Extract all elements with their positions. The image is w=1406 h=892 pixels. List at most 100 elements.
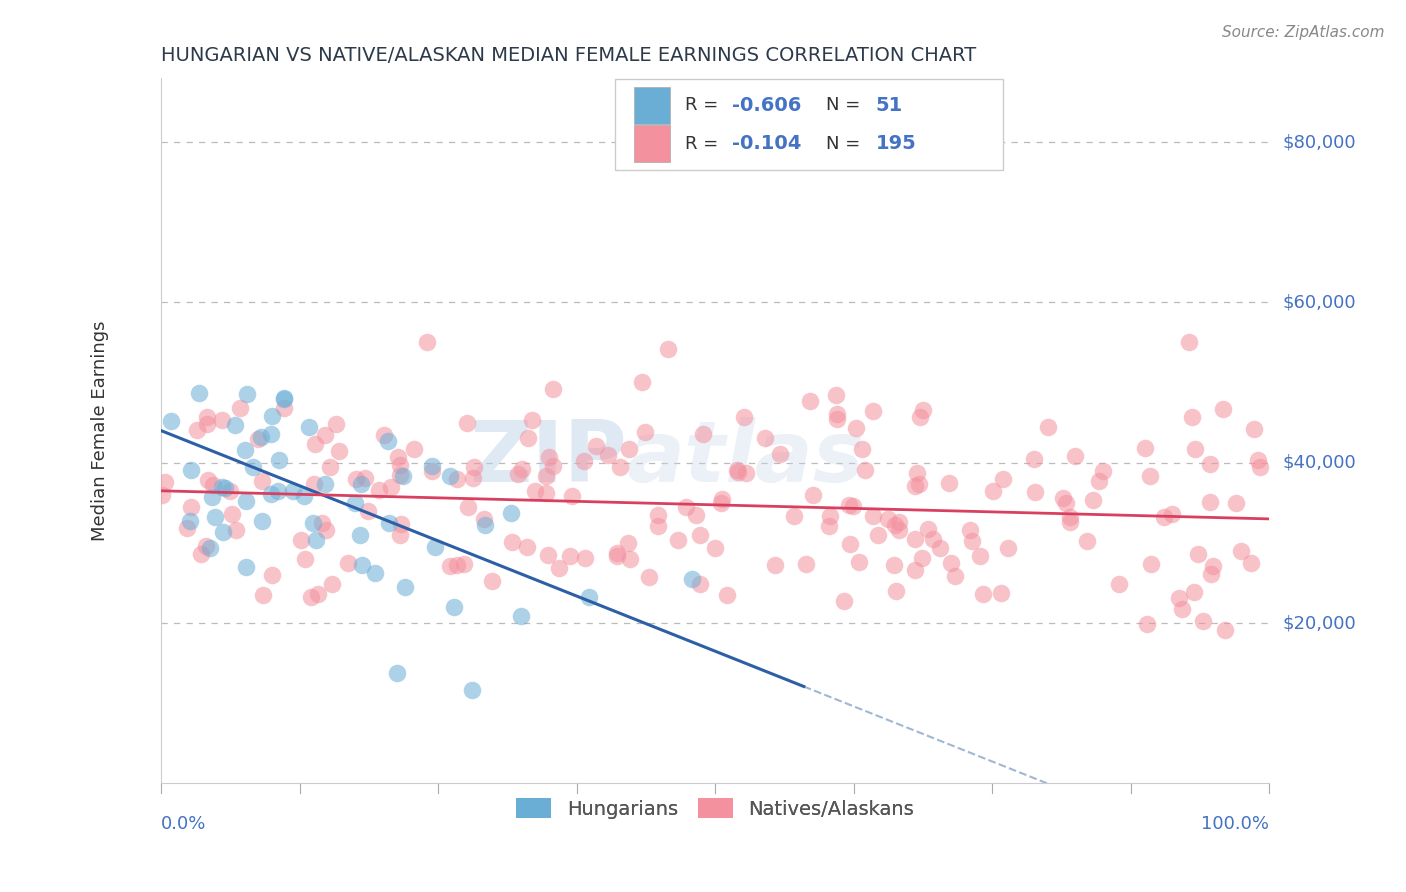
Point bbox=[675, 500, 697, 514]
Point bbox=[548, 561, 571, 575]
Point bbox=[619, 442, 641, 456]
Point bbox=[619, 552, 641, 566]
Point bbox=[391, 468, 413, 483]
Point bbox=[1181, 410, 1204, 425]
Point bbox=[969, 549, 991, 563]
Point bbox=[520, 413, 543, 427]
Point bbox=[637, 570, 659, 584]
Point bbox=[235, 560, 257, 574]
Point bbox=[574, 551, 596, 566]
Point bbox=[197, 473, 219, 487]
Point bbox=[212, 524, 235, 539]
Point bbox=[666, 533, 689, 547]
Point bbox=[1240, 557, 1263, 571]
Point bbox=[301, 516, 323, 530]
Point bbox=[373, 427, 395, 442]
Point bbox=[446, 473, 468, 487]
Point bbox=[420, 464, 443, 478]
Text: N =: N = bbox=[825, 135, 866, 153]
Point bbox=[389, 468, 412, 483]
Point bbox=[367, 483, 389, 498]
Text: Median Female Earnings: Median Female Earnings bbox=[91, 320, 110, 541]
Text: R =: R = bbox=[685, 96, 724, 114]
Point bbox=[233, 442, 256, 457]
Point bbox=[315, 523, 337, 537]
Point bbox=[1091, 464, 1114, 478]
Point bbox=[1230, 544, 1253, 558]
Point bbox=[585, 440, 607, 454]
Point bbox=[415, 335, 437, 350]
Point bbox=[1059, 515, 1081, 529]
Point bbox=[631, 375, 654, 389]
Point bbox=[1054, 496, 1077, 510]
Point bbox=[1212, 401, 1234, 416]
Point bbox=[516, 541, 538, 555]
Point bbox=[186, 423, 208, 437]
Point bbox=[389, 527, 412, 541]
Point bbox=[647, 508, 669, 522]
Text: HUNGARIAN VS NATIVE/ALASKAN MEDIAN FEMALE EARNINGS CORRELATION CHART: HUNGARIAN VS NATIVE/ALASKAN MEDIAN FEMAL… bbox=[162, 46, 977, 65]
Point bbox=[1059, 509, 1081, 524]
Point bbox=[960, 534, 983, 549]
Point bbox=[818, 519, 841, 533]
Point bbox=[201, 491, 224, 505]
Point bbox=[883, 518, 905, 533]
Point bbox=[647, 519, 669, 533]
Point bbox=[304, 437, 326, 451]
Point bbox=[302, 477, 325, 491]
Point bbox=[260, 568, 283, 582]
Point bbox=[794, 557, 817, 571]
Point bbox=[541, 382, 564, 396]
Text: -0.606: -0.606 bbox=[731, 95, 801, 115]
Point bbox=[273, 392, 295, 406]
Point bbox=[198, 541, 221, 555]
Point bbox=[1161, 507, 1184, 521]
Point bbox=[681, 572, 703, 586]
FancyBboxPatch shape bbox=[634, 125, 669, 162]
Point bbox=[839, 536, 862, 550]
Point bbox=[236, 387, 259, 401]
Point bbox=[260, 487, 283, 501]
Point bbox=[876, 512, 898, 526]
Point bbox=[1052, 491, 1074, 506]
Point bbox=[292, 489, 315, 503]
Point bbox=[160, 414, 183, 428]
Point bbox=[685, 508, 707, 523]
Point bbox=[463, 460, 485, 475]
Point bbox=[959, 523, 981, 537]
Text: atlas: atlas bbox=[627, 417, 865, 500]
Point bbox=[202, 478, 225, 492]
Point bbox=[180, 500, 202, 514]
Point bbox=[508, 467, 530, 481]
Point bbox=[1139, 557, 1161, 571]
Point bbox=[225, 523, 247, 537]
Text: 195: 195 bbox=[876, 134, 917, 153]
Text: 51: 51 bbox=[876, 95, 903, 115]
Point bbox=[534, 469, 557, 483]
Point bbox=[904, 532, 927, 546]
Point bbox=[1199, 495, 1222, 509]
FancyBboxPatch shape bbox=[616, 79, 1002, 169]
Point bbox=[818, 509, 841, 524]
Point bbox=[1199, 457, 1222, 471]
Point bbox=[605, 549, 627, 563]
Point bbox=[252, 474, 274, 488]
Point bbox=[754, 431, 776, 445]
Point bbox=[1133, 441, 1156, 455]
Point bbox=[904, 563, 927, 577]
Point bbox=[250, 514, 273, 528]
Point bbox=[922, 532, 945, 546]
Point bbox=[446, 558, 468, 573]
Point bbox=[862, 404, 884, 418]
Point bbox=[733, 410, 755, 425]
Point bbox=[325, 417, 347, 431]
Point bbox=[267, 484, 290, 499]
Text: ZIP: ZIP bbox=[468, 417, 627, 500]
Point bbox=[1249, 459, 1271, 474]
Point bbox=[824, 387, 846, 401]
Point bbox=[509, 608, 531, 623]
Point bbox=[252, 588, 274, 602]
Text: $40,000: $40,000 bbox=[1282, 454, 1355, 472]
Point bbox=[250, 430, 273, 444]
Point bbox=[710, 496, 733, 510]
